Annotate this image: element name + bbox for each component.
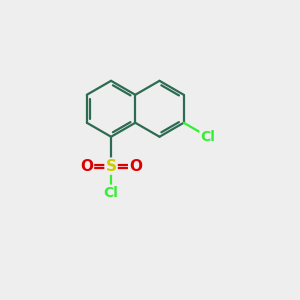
Text: Cl: Cl — [103, 186, 118, 200]
Text: Cl: Cl — [200, 130, 215, 144]
Text: S: S — [106, 159, 117, 174]
Text: O: O — [129, 159, 142, 174]
Text: O: O — [80, 159, 93, 174]
